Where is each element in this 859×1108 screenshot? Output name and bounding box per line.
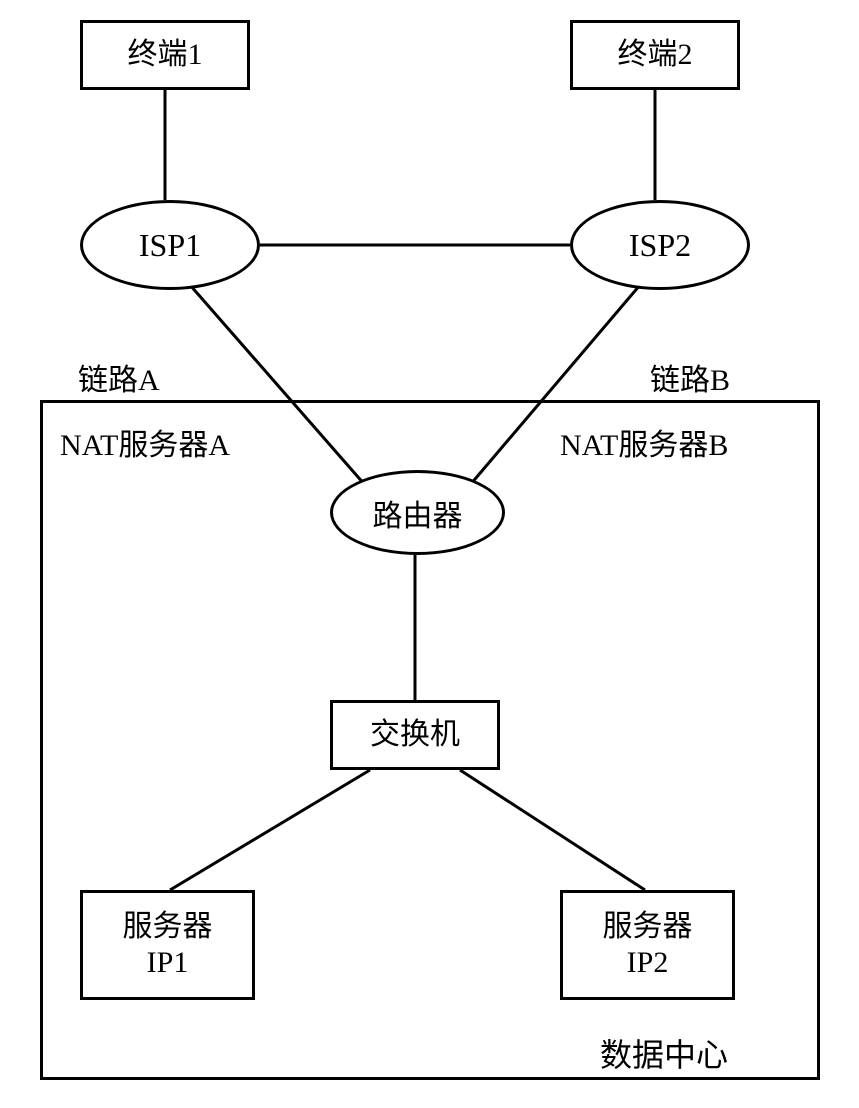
terminal-1: 终端1 [80, 20, 250, 90]
switch-node: 交换机 [330, 700, 500, 770]
server-2-line2: IP2 [627, 945, 669, 981]
terminal-2-label: 终端2 [618, 37, 693, 73]
nat-a-label: NAT服务器A [60, 420, 230, 464]
isp2-node: ISP2 [570, 200, 750, 290]
server-1-line1: 服务器 [123, 909, 213, 945]
isp1-label: ISP1 [139, 227, 201, 264]
terminal-1-label: 终端1 [128, 37, 203, 73]
link-a-label: 链路A [78, 355, 160, 399]
server-2-line1: 服务器 [603, 909, 693, 945]
link-b-label: 链路B [650, 355, 730, 399]
isp2-label: ISP2 [629, 227, 691, 264]
router-label: 路由器 [373, 491, 463, 535]
server-1: 服务器 IP1 [80, 890, 255, 1000]
router-node: 路由器 [330, 470, 505, 555]
datacenter-label: 数据中心 [600, 1030, 728, 1076]
nat-b-label: NAT服务器B [560, 420, 728, 464]
server-2: 服务器 IP2 [560, 890, 735, 1000]
switch-label: 交换机 [370, 717, 460, 753]
terminal-2: 终端2 [570, 20, 740, 90]
isp1-node: ISP1 [80, 200, 260, 290]
server-1-line2: IP1 [147, 945, 189, 981]
